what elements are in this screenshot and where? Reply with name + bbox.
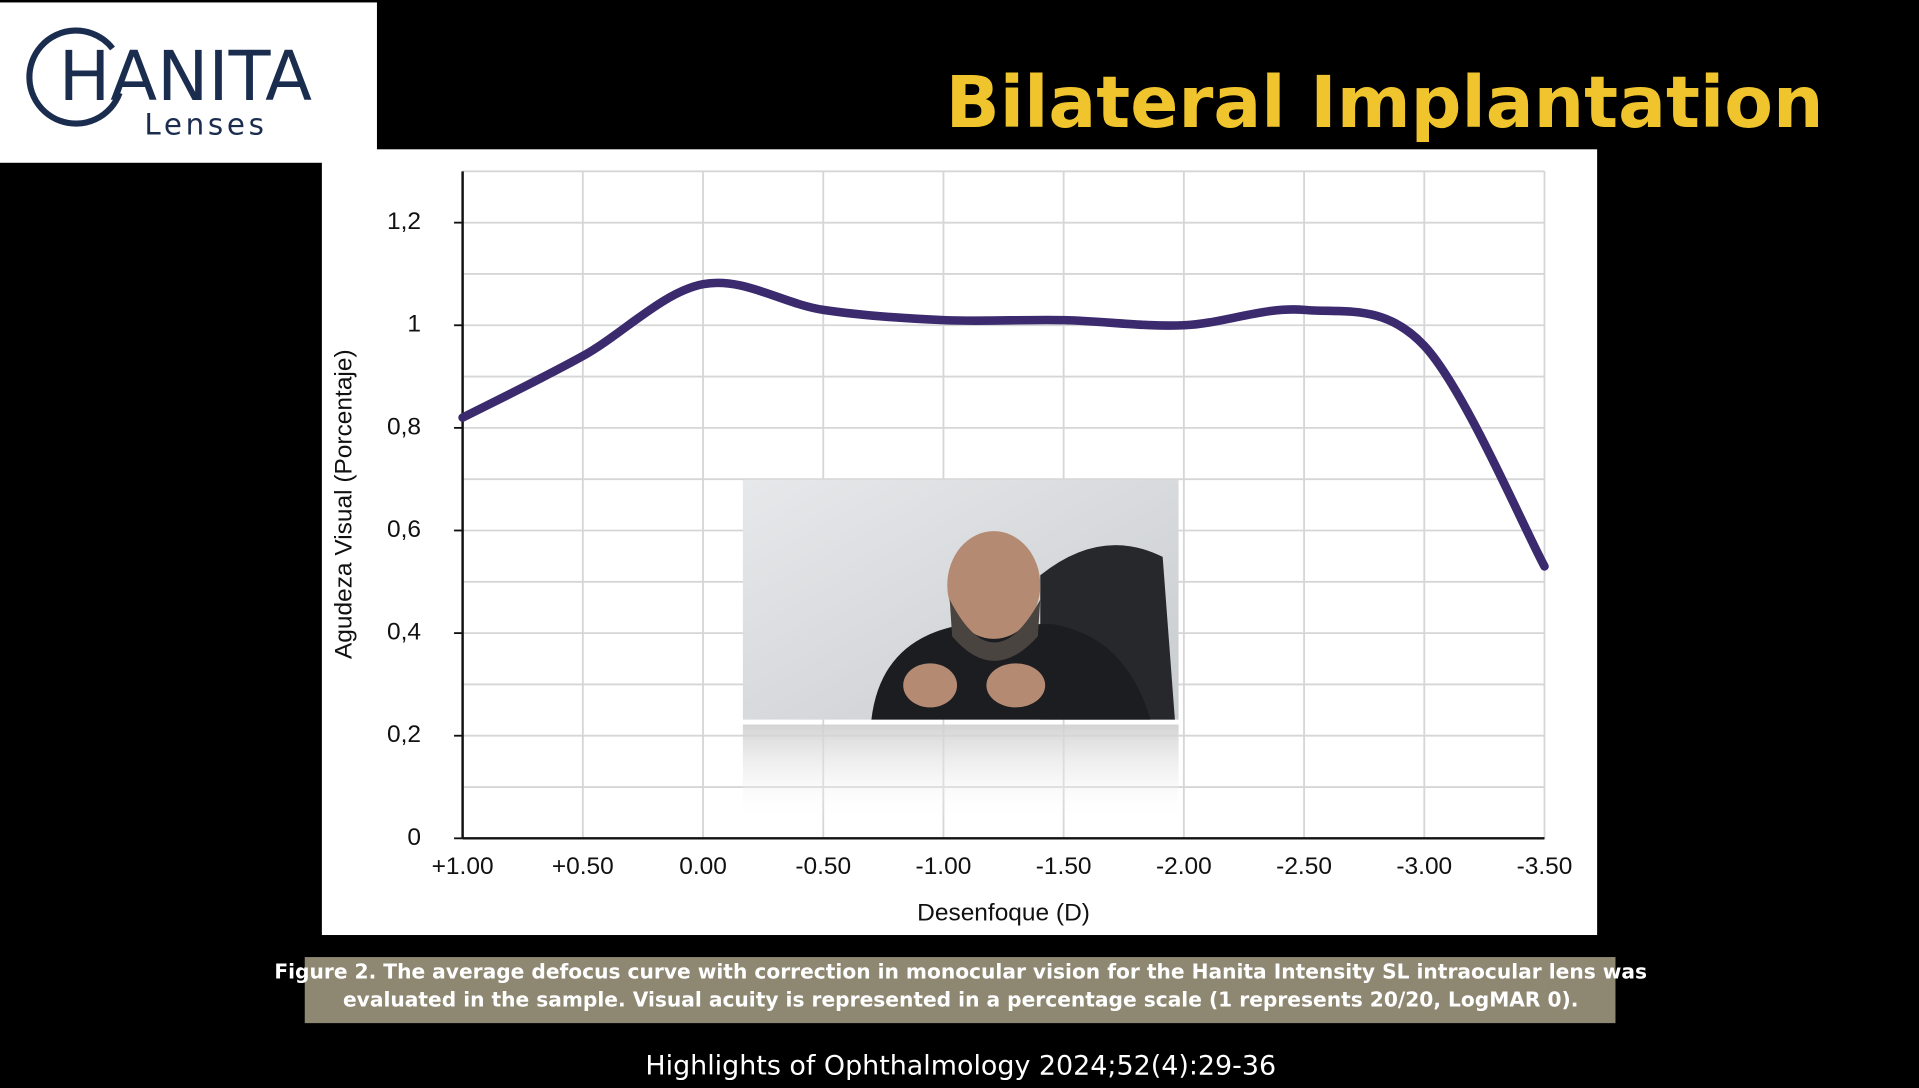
x-tick-label: -2.50 bbox=[1276, 853, 1332, 880]
x-tick-label: -1.50 bbox=[1036, 853, 1092, 880]
x-tick-label: +0.50 bbox=[552, 853, 614, 880]
x-tick-label: +1.00 bbox=[432, 853, 494, 880]
curve bbox=[458, 278, 1549, 571]
logo-ring bbox=[26, 27, 126, 127]
logo-sub: Lenses bbox=[144, 108, 267, 142]
hand bbox=[986, 663, 1046, 708]
logo-box bbox=[0, 2, 377, 163]
x-tick-label: -3.50 bbox=[1517, 853, 1573, 880]
video-reflection bbox=[742, 724, 1179, 823]
y-tick-label: 0 bbox=[407, 824, 421, 851]
caption-line: Figure 2. The average defocus curve with… bbox=[274, 959, 1647, 983]
x-tick-label: 0.00 bbox=[679, 853, 727, 880]
hand bbox=[903, 663, 958, 708]
caption-box bbox=[304, 957, 1616, 1024]
y-tick-label: 0,4 bbox=[387, 619, 421, 646]
y-tick-label: 0,6 bbox=[387, 516, 421, 543]
x-tick-label: -0.50 bbox=[795, 853, 851, 880]
y-axis-label: Agudeza Visual (Porcentaje) bbox=[331, 349, 358, 659]
x-axis-label: Desenfoque (D) bbox=[917, 900, 1090, 927]
citation: Highlights of Ophthalmology 2024;52(4):2… bbox=[645, 1051, 1276, 1082]
x-tick-label: -1.00 bbox=[916, 853, 972, 880]
y-tick-label: 1,2 bbox=[387, 208, 421, 235]
slide-title: Bilateral Implantation bbox=[946, 61, 1824, 144]
y-tick-label: 0,2 bbox=[387, 721, 421, 748]
x-tick-label: -2.00 bbox=[1156, 853, 1212, 880]
video-overlay bbox=[742, 479, 1179, 823]
beard bbox=[949, 599, 1041, 661]
plot: 0 0,2 0,4 0,6 0,8 1 1,2 +1.00 +0.50 0.00 -0.50 -1.0… bbox=[387, 170, 1573, 880]
y-tick-label: 0,8 bbox=[387, 413, 421, 440]
head bbox=[947, 531, 1041, 639]
x-tick-label: -3.00 bbox=[1396, 853, 1452, 880]
caption-line: evaluated in the sample. Visual acuity i… bbox=[343, 988, 1578, 1012]
logo-brand: HANITA bbox=[59, 37, 312, 117]
y-tick-label: 1 bbox=[407, 311, 421, 338]
